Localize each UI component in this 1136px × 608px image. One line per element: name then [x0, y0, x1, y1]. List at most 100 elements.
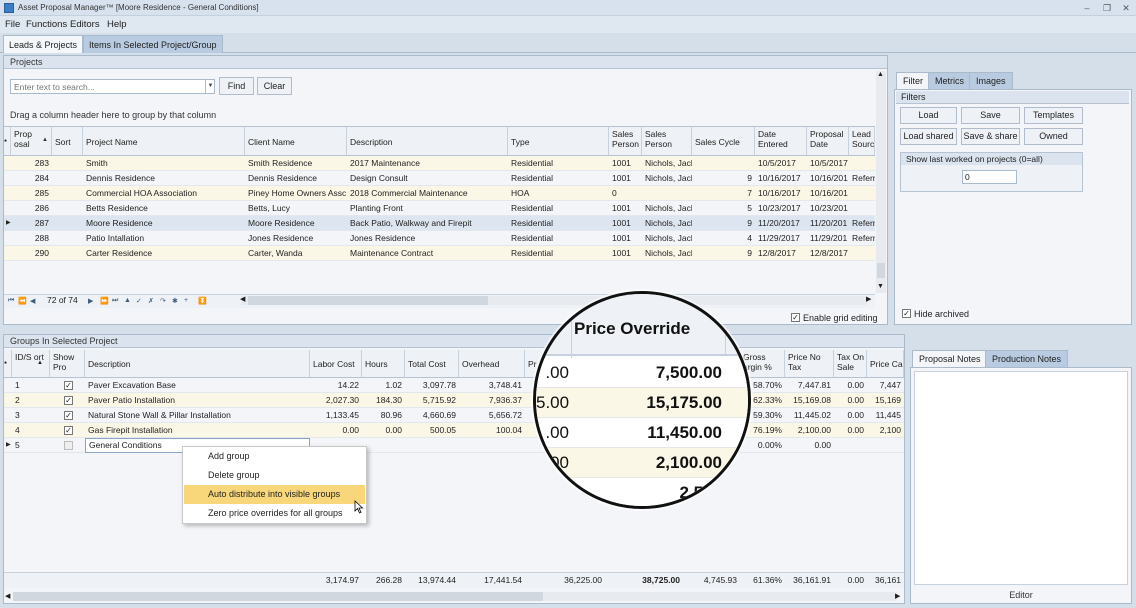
- show-pro-checkbox[interactable]: ✓: [64, 396, 73, 405]
- col-proposal[interactable]: Prop osal: [11, 127, 52, 155]
- nav-button-icon[interactable]: ⏩: [100, 298, 109, 305]
- col-sales-person-id[interactable]: Sales Person: [609, 127, 642, 155]
- menu-zero-price-overrides[interactable]: Zero price overrides for all groups: [208, 508, 343, 518]
- nav-button-icon[interactable]: ▶: [88, 298, 94, 305]
- col-show-pro[interactable]: Show Pro: [50, 350, 85, 377]
- nav-button-icon[interactable]: ⏬: [198, 298, 207, 305]
- col-price-calc[interactable]: Price Cal: [867, 350, 904, 377]
- owned-button[interactable]: Owned: [1024, 128, 1083, 145]
- clear-button[interactable]: Clear: [257, 77, 292, 95]
- table-row[interactable]: 286 Betts Residence Betts, Lucy Planting Fr…: [4, 201, 875, 216]
- scroll-down-icon[interactable]: ▼: [877, 283, 884, 290]
- enable-editing-checkbox[interactable]: ✓: [791, 313, 800, 322]
- table-cell: 1001: [612, 233, 631, 243]
- menu-auto-distribute[interactable]: Auto distribute into visible groups: [184, 485, 365, 504]
- col-sort[interactable]: Sort: [52, 127, 83, 155]
- scroll-left-icon[interactable]: ◀: [240, 296, 246, 303]
- last-worked-input[interactable]: 0: [962, 170, 1017, 184]
- nav-button-icon[interactable]: ↷: [160, 298, 166, 305]
- menu-editors[interactable]: Editors: [70, 19, 100, 30]
- nav-button-icon[interactable]: ⏪: [18, 298, 27, 305]
- v-scrollbar-thumb[interactable]: [877, 263, 885, 278]
- close-icon[interactable]: ✕: [1122, 3, 1130, 13]
- save-button[interactable]: Save: [961, 107, 1020, 124]
- search-input[interactable]: [10, 79, 215, 94]
- show-pro-checkbox[interactable]: ✓: [64, 411, 73, 420]
- notes-editor[interactable]: [914, 371, 1128, 585]
- table-row[interactable]: 290 Carter Residence Carter, Wanda Maintena…: [4, 246, 875, 261]
- col-lead-source[interactable]: Lead Source: [849, 127, 875, 155]
- nav-button-icon[interactable]: ▲: [124, 297, 131, 304]
- col-id-sort[interactable]: ID/S ort: [12, 350, 50, 377]
- menu-add-group[interactable]: Add group: [208, 451, 250, 461]
- col-gross-margin[interactable]: Gross argin %: [740, 350, 785, 377]
- tab-images[interactable]: Images: [969, 72, 1013, 89]
- col-client-name[interactable]: Client Name: [245, 127, 347, 155]
- table-row[interactable]: ▶ 5 General Conditions 0.00% 0.00: [4, 438, 904, 453]
- col-group-description[interactable]: Description: [85, 350, 310, 377]
- nav-button-icon[interactable]: ⏭: [112, 297, 119, 304]
- search-dropdown-icon[interactable]: ▼: [205, 79, 215, 94]
- tab-proposal-notes[interactable]: Proposal Notes: [912, 350, 988, 367]
- table-row[interactable]: 2 Paver Patio Installation 2,027.30 184.30 5…: [4, 393, 904, 408]
- table-row[interactable]: 1 Paver Excavation Base 14.22 1.02 3,097.78 3…: [4, 378, 904, 393]
- show-pro-checkbox[interactable]: [64, 441, 73, 450]
- scroll-left-icon[interactable]: ◀: [5, 593, 11, 600]
- hide-archived-checkbox[interactable]: ✓: [902, 309, 911, 318]
- col-labor-cost[interactable]: Labor Cost: [310, 350, 362, 377]
- scroll-up-icon[interactable]: ▲: [877, 71, 884, 78]
- col-sales-person-name[interactable]: Sales Person: [642, 127, 692, 155]
- nav-button-icon[interactable]: ✓: [136, 298, 142, 305]
- nav-button-icon[interactable]: ◀: [30, 298, 36, 305]
- col-sales-cycle[interactable]: Sales Cycle: [692, 127, 755, 155]
- menu-help[interactable]: Help: [107, 19, 127, 30]
- groups-h-scrollbar-thumb[interactable]: [13, 592, 543, 601]
- h-scrollbar-thumb[interactable]: [248, 296, 488, 305]
- load-shared-button[interactable]: Load shared: [900, 128, 957, 145]
- table-row[interactable]: 288 Patio Intallation Jones Residence Jones…: [4, 231, 875, 246]
- find-button[interactable]: Find: [219, 77, 254, 95]
- scroll-right-icon[interactable]: ▶: [866, 296, 872, 303]
- templates-button[interactable]: Templates: [1024, 107, 1083, 124]
- table-row[interactable]: 284 Dennis Residence Dennis Residence Desig…: [4, 171, 875, 186]
- mouse-cursor-icon: [354, 500, 364, 514]
- tab-production-notes[interactable]: Production Notes: [985, 350, 1069, 367]
- col-description[interactable]: Description: [347, 127, 508, 155]
- minimize-icon[interactable]: –: [1084, 3, 1090, 13]
- table-cell: Residential: [511, 203, 554, 213]
- tab-metrics[interactable]: Metrics: [928, 72, 971, 89]
- menu-file[interactable]: File: [5, 19, 21, 30]
- col-overhead[interactable]: Overhead: [459, 350, 525, 377]
- col-date-entered[interactable]: Date Entered: [755, 127, 807, 155]
- table-row[interactable]: 285 Commercial HOA Association Piney Home …: [4, 186, 875, 201]
- tab-leads-projects[interactable]: Leads & Projects: [3, 35, 84, 53]
- groups-h-scrollbar[interactable]: [13, 592, 897, 601]
- table-row[interactable]: 283 Smith Smith Residence 2017 Maintenance R…: [4, 156, 875, 171]
- col-total-cost[interactable]: Total Cost: [405, 350, 459, 377]
- col-tax-on-sale[interactable]: Tax On Sale: [834, 350, 867, 377]
- menu-functions[interactable]: Functions: [26, 19, 68, 30]
- load-button[interactable]: Load: [900, 107, 957, 124]
- col-hours[interactable]: Hours: [362, 350, 405, 377]
- col-price-no-tax[interactable]: Price No Tax: [785, 350, 834, 377]
- v-scrollbar[interactable]: [876, 71, 886, 293]
- table-row[interactable]: ▶ 287 Moore Residence Moore Residence Back P…: [4, 216, 875, 231]
- menu-delete-group[interactable]: Delete group: [208, 470, 260, 480]
- table-cell: [867, 438, 904, 453]
- tab-filter[interactable]: Filter: [896, 72, 930, 89]
- col-type[interactable]: Type: [508, 127, 609, 155]
- col-proposal-date[interactable]: Proposal Date: [807, 127, 849, 155]
- table-row[interactable]: 3 Natural Stone Wall & Pillar Installatio…: [4, 408, 904, 423]
- scroll-right-icon[interactable]: ▶: [895, 593, 901, 600]
- tab-items-in-project[interactable]: Items In Selected Project/Group: [83, 35, 223, 53]
- restore-icon[interactable]: ❐: [1102, 3, 1112, 13]
- col-project-name[interactable]: Project Name: [83, 127, 245, 155]
- nav-button-icon[interactable]: +: [184, 297, 189, 304]
- nav-button-icon[interactable]: ✗: [148, 298, 154, 305]
- nav-button-icon[interactable]: ⏮: [8, 297, 15, 304]
- save-share-button[interactable]: Save & share: [961, 128, 1020, 145]
- table-row[interactable]: 4 Gas Firepit Installation 0.00 0.00 500.05 1…: [4, 423, 904, 438]
- nav-button-icon[interactable]: ✱: [172, 298, 178, 305]
- show-pro-checkbox[interactable]: ✓: [64, 381, 73, 390]
- show-pro-checkbox[interactable]: ✓: [64, 426, 73, 435]
